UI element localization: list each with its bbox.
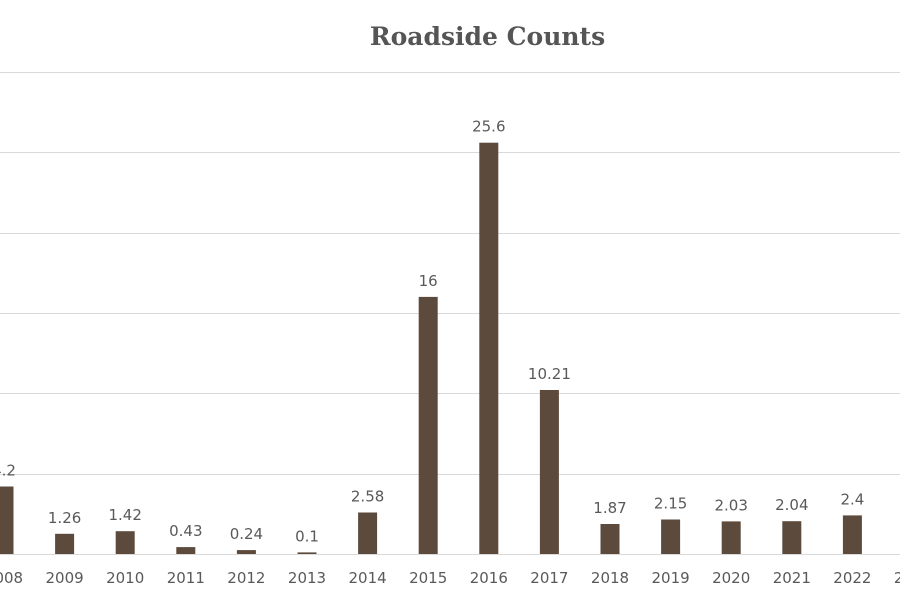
tick-label-2011: 2011	[167, 569, 205, 587]
data-label-2014: 2.58	[351, 488, 384, 506]
tick-label-2008: 2008	[0, 569, 23, 587]
data-label-2015: 16	[419, 272, 438, 290]
data-label-2010: 1.42	[108, 506, 141, 524]
data-label-2012: 0.24	[230, 525, 263, 543]
bar-2022	[842, 515, 862, 554]
tick-label-2010: 2010	[106, 569, 144, 587]
data-label-2021: 2.04	[775, 496, 808, 514]
bar-2010	[115, 531, 135, 554]
data-label-2020: 2.03	[714, 496, 747, 514]
bar-2013	[297, 552, 317, 554]
tick-label-2023: 2023	[894, 569, 900, 587]
tick-label-2019: 2019	[652, 569, 690, 587]
chart-title: Roadside Counts	[369, 22, 606, 51]
bar-2014	[358, 512, 378, 554]
bar-2021	[782, 521, 802, 554]
data-label-2019: 2.15	[654, 495, 687, 513]
tick-label-2013: 2013	[288, 569, 326, 587]
data-label-2009: 1.26	[48, 509, 81, 527]
data-label-2017: 10.21	[528, 365, 571, 383]
gridlines	[0, 72, 900, 555]
tick-label-2020: 2020	[712, 569, 750, 587]
data-label-2011: 0.43	[169, 522, 202, 540]
bar-2011	[176, 547, 196, 554]
tick-label-2009: 2009	[46, 569, 84, 587]
bars	[0, 142, 862, 554]
data-labels: 4.2 1.26 1.42 0.43 0.24 0.1 2.58 16 25.6 10.21 1.8…	[0, 118, 864, 546]
bar-2008	[0, 486, 14, 554]
bar-2009	[55, 533, 75, 554]
data-label-2013: 0.1	[295, 527, 319, 545]
data-label-2016: 25.6	[472, 118, 505, 136]
tick-label-2014: 2014	[349, 569, 387, 587]
tick-label-2017: 2017	[530, 569, 568, 587]
tick-label-2015: 2015	[409, 569, 447, 587]
bar-2016	[479, 142, 499, 554]
bar-2015	[418, 296, 438, 554]
bar-2012	[236, 550, 256, 554]
tick-label-2018: 2018	[591, 569, 629, 587]
bar-2020	[721, 521, 741, 554]
tick-label-2022: 2022	[833, 569, 871, 587]
tick-label-2021: 2021	[773, 569, 811, 587]
tick-label-2016: 2016	[470, 569, 508, 587]
data-label-2008: 4.2	[0, 462, 16, 480]
bar-2018	[600, 524, 620, 554]
data-label-2018: 1.87	[593, 499, 626, 517]
tick-label-2012: 2012	[227, 569, 265, 587]
data-label-2022: 2.4	[840, 490, 864, 508]
bar-2017	[539, 390, 559, 554]
bar-2019	[661, 519, 681, 554]
x-axis-ticks: 2008 2009 2010 2011 2012 2013 2014 2015 2016 2017…	[0, 569, 900, 587]
